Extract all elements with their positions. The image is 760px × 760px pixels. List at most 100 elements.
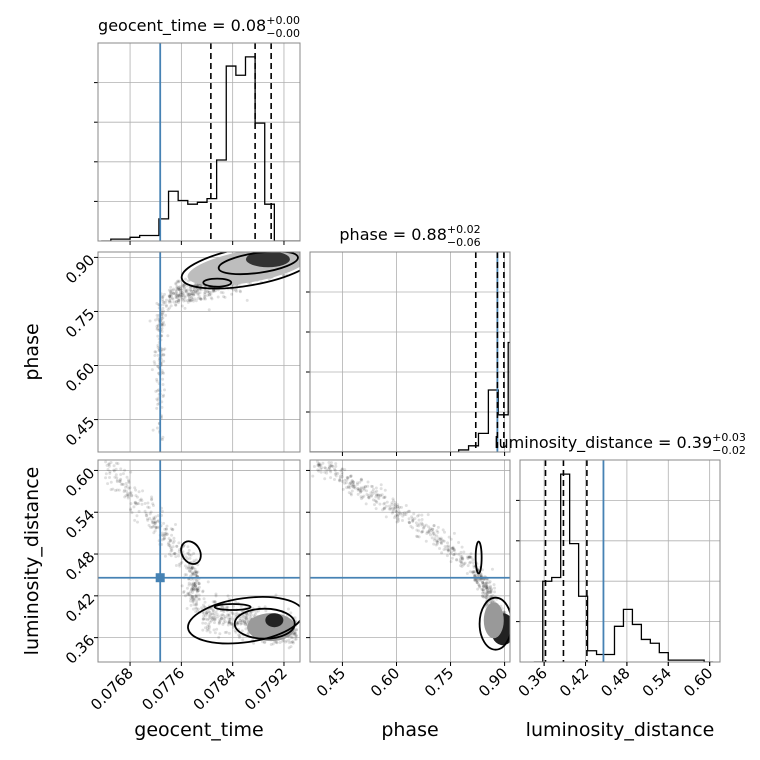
sample-point	[329, 464, 333, 468]
sample-point	[389, 507, 393, 511]
sample-point	[197, 581, 201, 585]
sample-point	[439, 536, 443, 540]
sample-point	[135, 514, 139, 518]
sample-point	[271, 642, 275, 646]
sample-point	[186, 293, 190, 297]
sample-point	[161, 297, 165, 301]
sample-point	[479, 574, 483, 578]
sample-point	[471, 571, 475, 575]
sample-point	[318, 463, 322, 467]
sample-point	[192, 603, 196, 607]
sample-point	[160, 324, 164, 328]
sample-point	[343, 478, 347, 482]
density-fill	[483, 602, 504, 639]
sample-point	[347, 491, 351, 495]
sample-point	[126, 496, 130, 500]
sample-point	[485, 584, 489, 588]
sample-point	[178, 289, 182, 293]
sample-point	[104, 472, 108, 476]
sample-point	[162, 359, 166, 363]
sample-point	[425, 530, 429, 534]
sample-point	[397, 507, 401, 511]
sample-point	[179, 561, 183, 565]
sample-point	[187, 567, 191, 571]
sample-point	[187, 292, 191, 296]
sample-point	[163, 533, 167, 537]
sample-point	[189, 596, 193, 600]
sample-point	[379, 494, 383, 498]
sample-point	[269, 642, 273, 646]
sample-point	[203, 626, 207, 630]
sample-point	[327, 461, 331, 465]
sample-point	[287, 640, 291, 644]
sample-point	[188, 286, 192, 290]
sample-point	[484, 587, 488, 591]
sample-point	[492, 583, 496, 587]
sample-point	[489, 588, 493, 592]
panel-bg	[310, 252, 510, 452]
sample-point	[416, 514, 420, 518]
sample-point	[358, 480, 362, 484]
sample-point	[407, 517, 411, 521]
sample-point	[192, 587, 196, 591]
sample-point	[108, 475, 112, 479]
sample-point	[483, 592, 487, 596]
sample-point	[219, 614, 223, 618]
sample-point	[133, 501, 137, 505]
sample-point	[468, 561, 472, 565]
sample-point	[189, 292, 193, 296]
sample-point	[384, 504, 388, 508]
sample-point	[188, 298, 192, 302]
sample-point	[176, 298, 180, 302]
sample-point	[186, 545, 190, 549]
sample-point	[189, 587, 193, 591]
sample-point	[189, 570, 193, 574]
sample-point	[333, 468, 337, 472]
sample-point	[210, 297, 214, 301]
sample-point	[119, 482, 123, 486]
sample-point	[382, 502, 386, 506]
sample-point	[227, 613, 231, 617]
sample-point	[144, 514, 148, 518]
sample-point	[195, 599, 199, 603]
sample-point	[104, 476, 108, 480]
sample-point	[155, 301, 159, 305]
histogram-step	[533, 473, 714, 662]
sample-point	[186, 292, 190, 296]
sample-point	[460, 545, 464, 549]
sample-point	[177, 297, 181, 301]
sample-point	[195, 288, 199, 292]
sample-point	[112, 468, 116, 472]
sample-point	[233, 628, 237, 632]
sample-point	[187, 583, 191, 587]
sample-point	[220, 605, 224, 609]
sample-point	[129, 502, 133, 506]
sample-point	[355, 481, 359, 485]
sample-point	[472, 565, 476, 569]
sample-point	[358, 488, 362, 492]
sample-point	[441, 539, 445, 543]
sample-point	[151, 525, 155, 529]
sample-point	[481, 590, 485, 594]
sample-point	[254, 610, 258, 614]
hist-panel-geocent_time: geocent_time = 0.08+0.00 −0.00	[94, 14, 301, 245]
sample-point	[442, 539, 446, 543]
sample-point	[367, 493, 371, 497]
sample-point	[189, 567, 193, 571]
sample-point	[223, 620, 227, 624]
title-main: luminosity_distance = 0.39	[494, 433, 712, 453]
sample-point	[190, 566, 194, 570]
sample-point	[484, 581, 488, 585]
sample-point	[463, 561, 467, 565]
sample-point	[227, 618, 231, 622]
sample-point	[194, 579, 198, 583]
sample-point	[195, 587, 199, 591]
sample-point	[202, 605, 206, 609]
sample-point	[152, 517, 156, 521]
sample-point	[166, 542, 170, 546]
sample-point	[205, 611, 209, 615]
sample-point	[169, 549, 173, 553]
sample-point	[188, 298, 192, 302]
sample-point	[190, 594, 194, 598]
sample-point	[472, 570, 476, 574]
